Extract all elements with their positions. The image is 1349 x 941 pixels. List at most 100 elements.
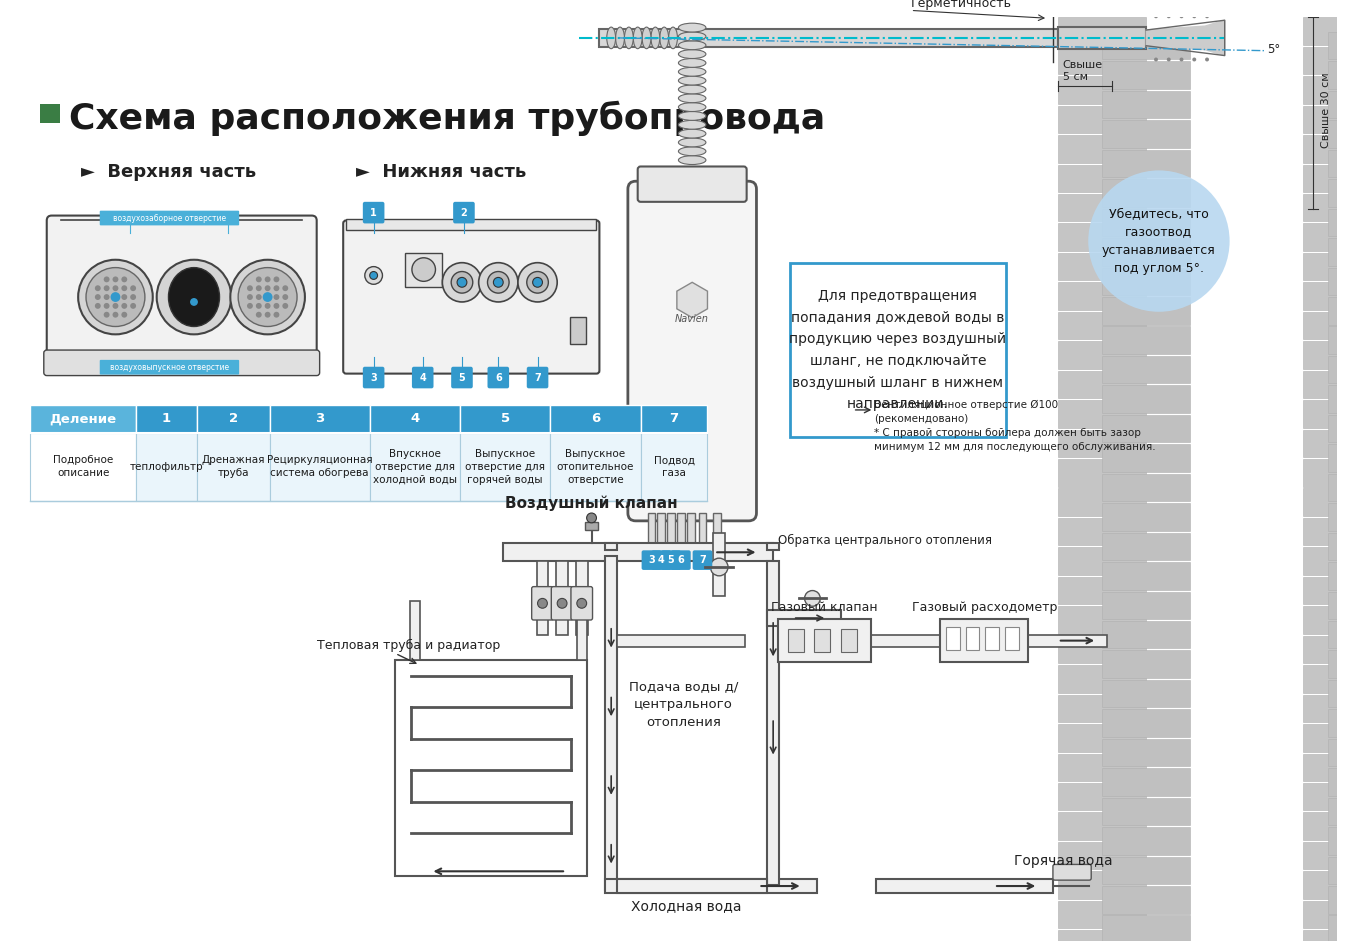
Bar xyxy=(768,561,778,885)
Circle shape xyxy=(247,285,252,291)
Text: 5°: 5° xyxy=(1267,42,1280,56)
Bar xyxy=(1058,783,1147,810)
Bar xyxy=(1327,415,1349,442)
Bar xyxy=(1102,827,1190,854)
Circle shape xyxy=(247,303,252,309)
Text: Рециркуляционная
система обогрева: Рециркуляционная система обогрева xyxy=(267,455,372,478)
Circle shape xyxy=(1089,170,1230,311)
Text: 3: 3 xyxy=(648,555,654,566)
Ellipse shape xyxy=(669,27,677,49)
Bar xyxy=(1058,400,1147,427)
Bar xyxy=(1327,327,1349,354)
Bar xyxy=(503,544,773,561)
Bar xyxy=(1303,812,1349,840)
Bar xyxy=(1005,627,1018,650)
FancyBboxPatch shape xyxy=(627,182,757,521)
Bar xyxy=(1327,473,1349,502)
Bar xyxy=(1102,798,1190,825)
Circle shape xyxy=(364,266,383,284)
Bar xyxy=(1102,356,1190,383)
Circle shape xyxy=(112,277,119,282)
Circle shape xyxy=(411,258,436,281)
Bar xyxy=(1058,136,1147,163)
Text: 3: 3 xyxy=(370,373,376,383)
Circle shape xyxy=(1193,14,1197,18)
Bar xyxy=(1102,886,1190,914)
Circle shape xyxy=(487,272,509,293)
Bar xyxy=(1327,768,1349,796)
Bar xyxy=(1102,150,1190,177)
Bar xyxy=(1102,297,1190,325)
Circle shape xyxy=(121,303,127,309)
FancyBboxPatch shape xyxy=(652,550,670,570)
Ellipse shape xyxy=(679,50,706,58)
Bar xyxy=(571,317,585,344)
Bar xyxy=(791,263,1006,438)
Bar xyxy=(1327,798,1349,825)
Bar xyxy=(1327,267,1349,295)
Circle shape xyxy=(533,278,542,287)
Circle shape xyxy=(86,267,144,327)
Bar xyxy=(1102,856,1190,884)
Bar xyxy=(1102,267,1190,295)
Text: Газовый расходометр: Газовый расходометр xyxy=(912,600,1056,614)
Bar xyxy=(1303,636,1349,663)
Circle shape xyxy=(457,278,467,287)
Bar xyxy=(1058,194,1147,221)
Bar xyxy=(550,405,641,433)
Bar xyxy=(1102,621,1190,648)
Bar xyxy=(788,629,804,652)
Bar xyxy=(370,405,460,433)
FancyBboxPatch shape xyxy=(487,367,509,389)
Bar xyxy=(1058,901,1147,928)
Bar xyxy=(1327,356,1349,383)
Ellipse shape xyxy=(679,94,706,103)
Bar xyxy=(985,627,998,650)
Ellipse shape xyxy=(679,24,706,32)
Bar xyxy=(550,433,641,502)
Bar xyxy=(1058,665,1147,693)
Text: 6: 6 xyxy=(591,412,600,425)
Bar xyxy=(1102,444,1190,471)
Text: Герметичность: Герметичность xyxy=(911,0,1012,10)
Circle shape xyxy=(282,285,289,291)
Bar xyxy=(30,405,136,433)
Bar xyxy=(1303,47,1349,74)
Bar xyxy=(1058,223,1147,251)
Bar xyxy=(1327,297,1349,325)
Bar xyxy=(370,433,460,502)
Text: 4: 4 xyxy=(410,412,420,425)
Bar xyxy=(584,522,599,530)
Bar xyxy=(1102,916,1190,941)
Text: Подробное
описание: Подробное описание xyxy=(53,455,113,478)
Text: ►  Верхняя часть: ► Верхняя часть xyxy=(81,164,256,182)
Circle shape xyxy=(256,303,262,309)
Bar xyxy=(1303,577,1349,604)
Bar xyxy=(1303,17,1349,45)
Bar xyxy=(1327,680,1349,708)
Bar xyxy=(197,433,270,502)
Bar xyxy=(1303,754,1349,781)
Text: Схема расположения трубопровода: Схема расположения трубопровода xyxy=(69,101,826,136)
Text: Свыше 30 см: Свыше 30 см xyxy=(1321,72,1331,149)
Bar xyxy=(1102,61,1190,89)
Bar xyxy=(1327,91,1349,119)
FancyBboxPatch shape xyxy=(453,201,475,223)
Circle shape xyxy=(537,598,548,608)
Bar xyxy=(1303,694,1349,722)
Ellipse shape xyxy=(679,76,706,85)
Bar xyxy=(699,513,707,550)
Bar xyxy=(460,433,550,502)
Bar xyxy=(1058,724,1147,752)
FancyBboxPatch shape xyxy=(526,367,548,389)
Bar xyxy=(1303,488,1349,516)
FancyBboxPatch shape xyxy=(692,550,712,570)
Text: 5: 5 xyxy=(500,412,510,425)
Bar xyxy=(1058,311,1147,340)
Text: 4: 4 xyxy=(420,373,426,383)
Bar xyxy=(1327,886,1349,914)
Circle shape xyxy=(78,260,152,334)
Bar xyxy=(395,661,587,876)
Circle shape xyxy=(104,285,109,291)
Circle shape xyxy=(256,277,262,282)
